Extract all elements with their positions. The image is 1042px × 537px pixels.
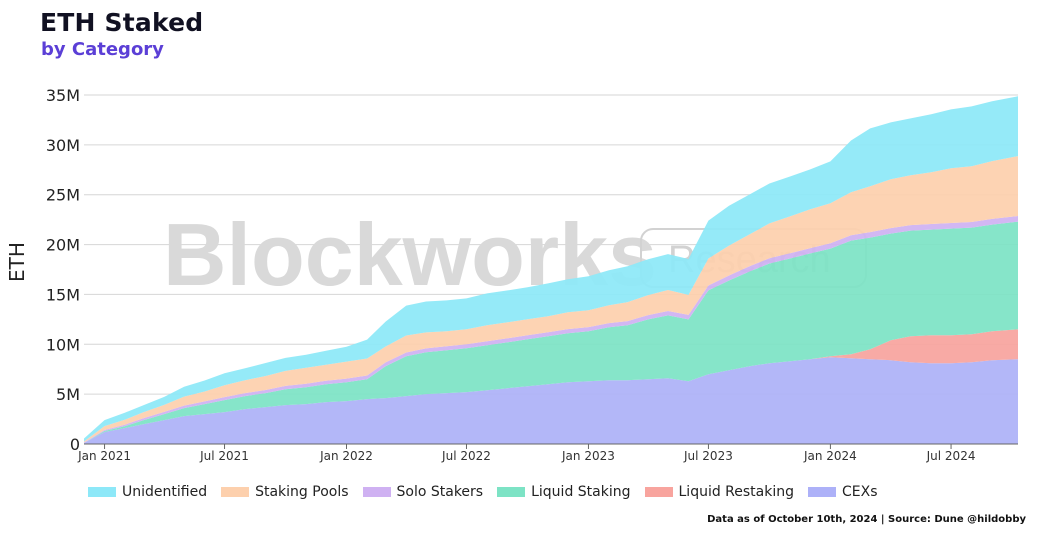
legend-label: Staking Pools <box>255 484 349 500</box>
area-liquid-staking <box>84 221 1018 443</box>
y-tick-label: 10M <box>46 335 80 354</box>
area-cexs <box>84 357 1018 444</box>
x-tick-label: Jul 2021 <box>199 449 249 463</box>
legend-swatch <box>808 487 837 497</box>
legend-item-unidentified: Unidentified <box>88 484 207 500</box>
y-tick-label: 0 <box>70 435 80 454</box>
area-liquid-restaking <box>84 329 1018 443</box>
stacked-area-chart: Blockworks Research 05M10M15M20M25M30M35… <box>5 86 1018 463</box>
legend-label: Unidentified <box>122 484 208 500</box>
x-tick-label: Jan 2023 <box>561 449 615 463</box>
area-series <box>84 96 1018 444</box>
y-tick-label: 5M <box>56 385 80 404</box>
legend-label: Liquid Staking <box>531 484 631 500</box>
x-tick-label: Jul 2022 <box>441 449 491 463</box>
x-tick-label: Jul 2023 <box>683 449 733 463</box>
x-tick-label: Jul 2024 <box>926 449 976 463</box>
y-tick-label: 20M <box>46 236 80 255</box>
chart-title: ETH Staked <box>40 8 204 37</box>
legend-item-liquid-restaking: Liquid Restaking <box>644 484 795 500</box>
legend-swatch <box>88 487 116 497</box>
x-tick-label: Jan 2021 <box>77 449 131 463</box>
y-axis-ticks: 0 5M 10M 15M 20M 25M 30M 35M <box>46 86 80 454</box>
legend-swatch <box>644 487 673 497</box>
area-unidentified <box>84 96 1018 442</box>
legend-swatch <box>497 487 526 497</box>
legend-label: Liquid Restaking <box>678 484 795 500</box>
legend: Unidentified Staking Pools Solo Stakers Liq… <box>88 484 878 500</box>
y-tick-label: 35M <box>46 86 80 105</box>
y-tick-label: 15M <box>46 285 80 304</box>
legend-item-solo-stakers: Solo Stakers <box>362 484 484 500</box>
legend-item-staking-pools: Staking Pools <box>221 484 349 500</box>
x-tick-label: Jan 2024 <box>803 449 857 463</box>
x-axis-ticks: Jan 2021 Jul 2021 Jan 2022 Jul 2022 Jan 2023… <box>77 444 975 463</box>
y-tick-label: 25M <box>46 186 80 205</box>
source-note: Data as of October 10th, 2024 | Source: … <box>707 514 1026 525</box>
legend-label: Solo Stakers <box>396 484 484 500</box>
legend-swatch <box>362 487 391 497</box>
legend-item-cexs: CEXs <box>808 484 878 500</box>
y-tick-label: 30M <box>46 136 80 155</box>
legend-swatch <box>221 487 250 497</box>
y-axis-label: ETH <box>5 242 29 282</box>
x-tick-label: Jan 2022 <box>319 449 373 463</box>
chart-subtitle: by Category <box>41 39 164 60</box>
area-staking-pools <box>84 156 1018 443</box>
legend-label: CEXs <box>842 484 878 500</box>
legend-item-liquid-staking: Liquid Staking <box>497 484 631 500</box>
